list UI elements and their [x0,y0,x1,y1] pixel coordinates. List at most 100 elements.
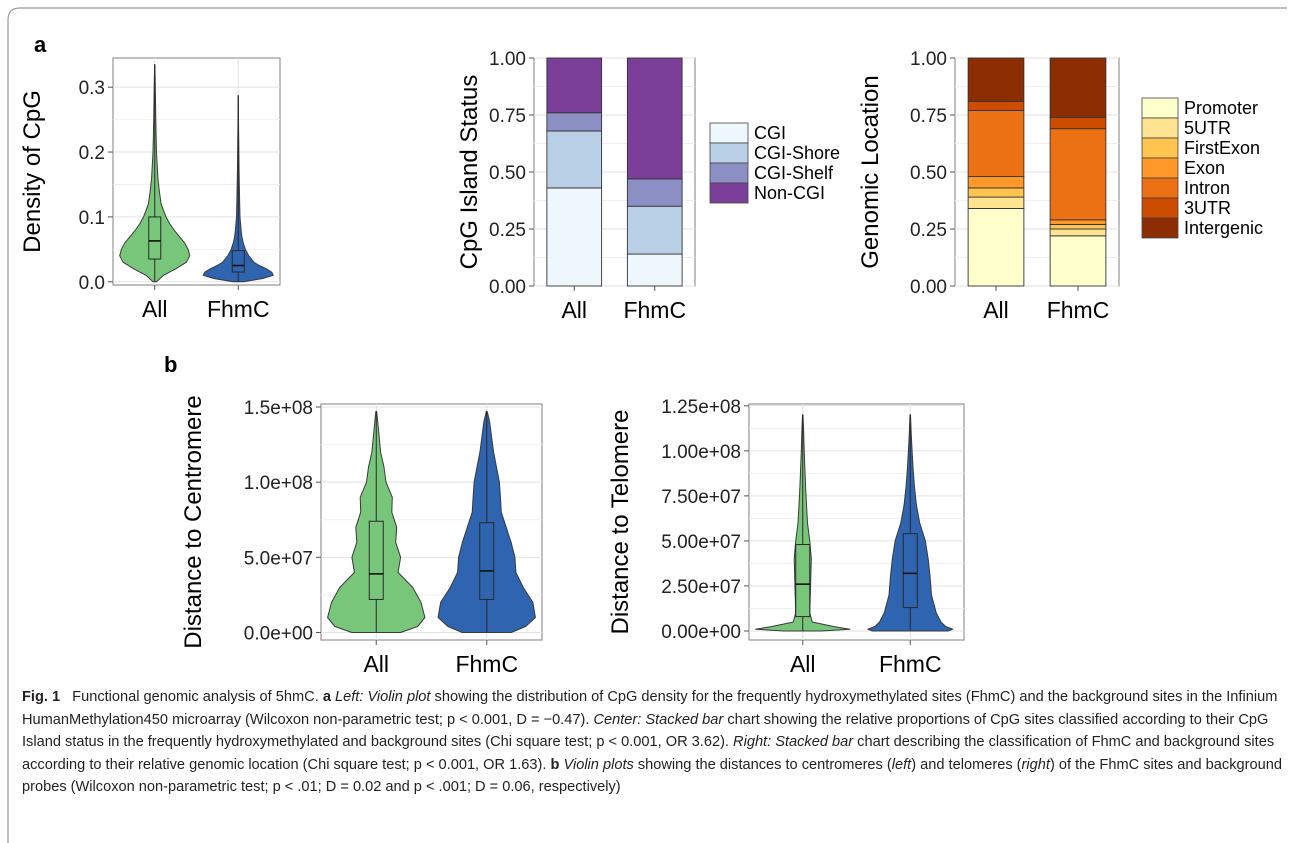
cpg_island_status-bar-segment [546,187,603,287]
distance_centromere-x-tick-label: All [363,651,389,677]
distance_telomere-y-axis-label: Distance to Telomere [607,410,634,635]
genomic_location-y-tick-label: 0.50 [910,163,947,184]
genomic_location-legend-label: FirstExon [1184,138,1260,158]
genomic_location-bar-segment [967,176,1025,189]
genomic_location-legend-label: Intergenic [1184,218,1263,238]
cpg-density-violin-chart: 0.0 0.1 0.2 0.3 All FhmC Density of CpG [19,57,281,322]
caption-b-label: b [550,756,560,773]
genomic_location-legend-label: Promoter [1184,98,1258,118]
cpg_density-box [148,216,162,260]
cpg_island_status-x-tick-label: All [561,297,587,323]
cpg_island_status-legend-label: CGI-Shelf [754,163,834,183]
caption-title: Functional genomic analysis of 5hmC. [72,689,319,705]
cpg_density-box [231,250,245,273]
cpg_island_status-legend-swatch [709,182,749,204]
cpg_island_status-bar-segment [546,130,603,189]
distance_telomere-y-tick-label: 5.00e+07 [661,532,741,553]
distance_telomere-box [902,533,918,609]
caption-b-right-italic: right [1021,756,1050,773]
genomic_location-bar-segment [1049,128,1107,221]
distance_centromere-box [368,520,384,600]
cpg_island_status-legend-label: CGI [754,123,786,143]
cpg_island_status-y-axis-label: CpG Island Status [456,75,483,270]
cpg_island_status-y-tick-label: 0.25 [489,220,526,241]
genomic-location-bar-chart: 0.00 0.25 0.50 0.75 1.00 All FhmC Genomic Locat… [857,49,1263,323]
genomic_location-bar-segment [967,196,1025,209]
genomic_location-bar-segment [967,187,1025,198]
caption-a-right-italic: Right: Stacked bar [733,734,854,750]
genomic_location-bar-segment [1049,235,1107,287]
cpg-island-status-bar-chart: 0.00 0.25 0.50 0.75 1.00 All FhmC CpG Island St… [456,49,840,323]
genomic_location-legend-swatch [1141,117,1179,139]
cpg_island_status-bar-segment [626,178,683,207]
cpg_island_status-bar-segment [546,112,603,132]
cpg_island_status-legend-swatch [709,122,749,144]
genomic_location-bar-segment [967,109,1025,178]
genomic_location-bar-segment [1049,116,1107,130]
caption-a-right-text: chart describing the classification of F… [22,734,1275,773]
genomic_location-legend-label: Exon [1184,158,1225,178]
distance_centromere-y-axis-label: Distance to Centromere [180,395,207,648]
caption-a-label: a [322,689,331,705]
genomic_location-bar-segment [967,57,1025,102]
genomic_location-x-tick-label: FhmC [1047,297,1110,323]
cpg_island_status-legend-swatch [709,162,749,184]
genomic_location-y-tick-label: 1.00 [910,49,947,70]
cpg_island_status-bar-segment [546,57,603,114]
distance_centromere-y-tick-label: 1.0e+08 [244,473,313,494]
cpg_island_status-legend-label: CGI-Shore [754,143,840,163]
distance_telomere-y-tick-label: 0.00e+00 [661,622,741,643]
genomic_location-x-tick-label: All [983,297,1009,323]
cpg_density-x-tick-label: FhmC [207,296,270,322]
genomic_location-legend-label: 5UTR [1184,118,1231,138]
cpg_island_status-legend-swatch [709,142,749,164]
caption-a-center-text: chart showing the relative proportions o… [22,711,1269,751]
genomic_location-y-tick-label: 0.25 [910,220,947,241]
cpg_density-y-tick-label: 0.0 [79,273,105,294]
genomic_location-y-tick-label: 0.75 [910,106,947,127]
distance_telomere-y-tick-label: 2.50e+07 [661,577,741,598]
distance_telomere-box [795,544,811,618]
panel-a-label: a [34,32,47,57]
distance_centromere-box [479,522,495,600]
genomic_location-bar-segment [1049,228,1107,237]
caption-b-text-1: showing the distances to centromeres ( [637,756,892,773]
cpg_island_status-y-tick-label: 0.50 [489,163,526,184]
genomic_location-legend-swatch [1141,197,1179,219]
distance_telomere-x-tick-label: FhmC [879,651,942,677]
caption-a-left-text: showing the distribution of CpG density … [22,689,1278,728]
distance-centromere-violin-chart: 0.0e+00 5.0e+07 1.0e+08 1.5e+08 All FhmC Dista… [180,395,543,677]
distance_centromere-y-tick-label: 1.5e+08 [244,398,313,419]
caption-b-italic: Violin plots [563,756,634,773]
cpg_density-x-tick-label: All [142,296,168,322]
genomic_location-legend-swatch [1141,137,1179,159]
genomic_location-legend-swatch [1141,97,1179,119]
distance_telomere-x-tick-label: All [790,651,816,677]
distance_telomere-y-tick-label: 1.25e+08 [661,397,741,418]
genomic_location-bar-segment [967,208,1025,287]
cpg_island_status-x-tick-label: FhmC [623,297,686,323]
genomic_location-legend-label: Intron [1184,178,1230,198]
cpg_island_status-legend-label: Non-CGI [754,183,825,203]
cpg_density-y-axis-label: Density of CpG [19,90,46,253]
distance-telomere-violin-chart: 0.00e+00 2.50e+07 5.00e+07 7.50e+07 1.00e+08… [607,397,965,677]
cpg_island_status-y-tick-label: 0.00 [489,277,526,298]
caption-a-left-italic: Left: Violin plot [335,689,431,705]
genomic_location-legend-swatch [1141,177,1179,199]
cpg_island_status-bar-segment [626,57,683,180]
cpg_island_status-bar-segment [626,253,683,287]
caption-fig-label: Fig. 1 [22,689,61,705]
cpg_island_status-y-tick-label: 0.75 [489,106,526,127]
genomic_location-y-tick-label: 0.00 [910,277,947,298]
caption-b-text-3: ) of the FhmC sites and background probe… [22,756,1282,796]
cpg_island_status-bar-segment [626,205,683,255]
distance_telomere-y-tick-label: 7.50e+07 [661,487,741,508]
panel-b-label: b [164,352,177,377]
genomic_location-bar-segment [1049,219,1107,225]
genomic_location-y-axis-label: Genomic Location [857,75,884,268]
caption-a-center-italic: Center: Stacked bar [593,711,724,728]
cpg_density-y-tick-label: 0.1 [79,208,105,229]
genomic_location-bar-segment [1049,223,1107,230]
caption-b-text-2: ) and telomeres ( [911,756,1022,773]
